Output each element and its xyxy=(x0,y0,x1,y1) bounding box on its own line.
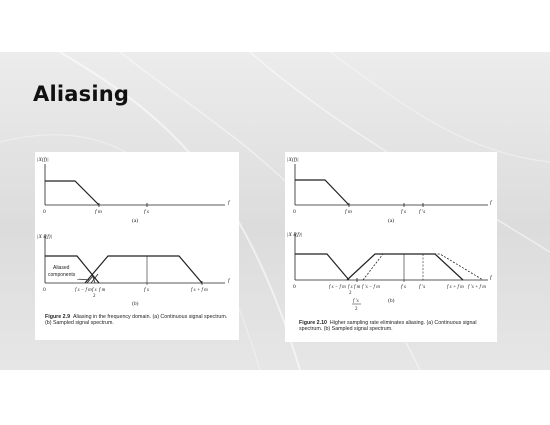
bottom-tick-fm-label: f m xyxy=(354,285,361,290)
bottom-tick-fsp-half-label: f ′s xyxy=(353,299,359,304)
top-axis-f-label: f xyxy=(228,199,231,206)
aliased-annotation: Aliased components xyxy=(47,263,79,279)
bottom-tick-origin-label: 0 xyxy=(293,284,296,290)
aliased-arrow xyxy=(76,278,91,281)
figure-left-diagram: |X(f)| 0 f m f s f (a) |X s(f)| Ali xyxy=(37,156,231,307)
figure-right-diagram: |X(f)| 0 f m f s f ′s f (a) |X s(f)| 0 f… xyxy=(287,156,493,312)
top-tick-fm-label: f m xyxy=(95,208,102,215)
bottom-shifted-spectrum xyxy=(84,255,203,284)
bottom-shifted-spectrum-fs-prime xyxy=(362,253,484,281)
figure-caption: Figure 2.10 Higher sampling rate elimina… xyxy=(299,320,493,332)
bottom-baseband-spectrum xyxy=(45,255,100,284)
figure-caption-label: Figure 2.9 xyxy=(45,314,71,320)
bottom-sublabel: (b) xyxy=(388,297,395,304)
top-tick-fs-prime-label: f ′s xyxy=(419,208,425,215)
top-ylabel: |X(f)| xyxy=(287,156,299,163)
bottom-tick-fm-label: f m xyxy=(99,288,106,293)
bottom-axis-f-label: f xyxy=(490,274,493,281)
aliased-hatch-1 xyxy=(86,275,94,284)
top-spectrum xyxy=(45,180,100,206)
bottom-tick-fs-plus-fm-label: f s + f m xyxy=(191,288,208,293)
bottom-tick-fs-prime-label: f ′s xyxy=(419,283,425,290)
bottom-ylabel: |X s(f)| xyxy=(37,233,52,240)
top-tick-fs-label: f s xyxy=(144,208,149,215)
bottom-ylabel: |X s(f)| xyxy=(287,231,302,238)
aliased-hatch-3 xyxy=(91,273,96,284)
bottom-tick-fsp-plus-fm-label: f ′s + f m xyxy=(468,285,486,290)
bottom-tick-fsp-half-den: 2 xyxy=(355,307,358,312)
top-spectrum xyxy=(295,179,350,206)
slide-title: Aliasing xyxy=(33,82,130,106)
bottom-baseband-spectrum xyxy=(295,253,350,281)
bottom-tick-fs-label: f s xyxy=(144,286,149,293)
top-tick-origin-label: 0 xyxy=(43,209,46,215)
figure-caption: Figure 2.9 Aliasing in the frequency dom… xyxy=(45,314,235,326)
top-plot xyxy=(44,164,225,207)
top-plot xyxy=(294,164,488,207)
bottom-tick-fs-label: f s xyxy=(401,283,406,290)
figure-caption-text: Aliasing in the frequency domain. (a) Co… xyxy=(45,314,228,327)
bottom-tick-fs-half-den: 2 xyxy=(93,294,96,299)
top-sublabel: (a) xyxy=(132,217,138,224)
bottom-tick-fs-plus-fm-label: f s + f m xyxy=(447,285,464,290)
bottom-tick-fs-half-den: 2 xyxy=(349,291,352,296)
figure-caption-label: Figure 2.10 xyxy=(299,320,327,326)
top-tick-fs-label: f s xyxy=(401,208,406,215)
bottom-tick-origin-label: 0 xyxy=(43,287,46,293)
bottom-plot xyxy=(294,232,488,282)
figure-caption-text: Higher sampling rate eliminates aliasing… xyxy=(299,320,477,333)
top-tick-fm-label: f m xyxy=(345,208,352,215)
top-ylabel: |X(f)| xyxy=(37,156,49,163)
bottom-tick-fsp-minus-fm-label: f ′s − f m xyxy=(362,285,380,290)
top-sublabel: (a) xyxy=(388,217,394,224)
bottom-sublabel: (b) xyxy=(132,300,139,307)
bottom-shifted-spectrum-fs xyxy=(346,253,464,281)
bottom-tick-fs-half-label: f s xyxy=(92,288,97,293)
aliased-label-line1: Aliased xyxy=(53,265,70,271)
bottom-plot xyxy=(44,234,225,285)
bottom-tick-fs-half-label: f s xyxy=(348,285,353,290)
bottom-tick-fs-minus-fm-label: f s − f m xyxy=(75,288,92,293)
figure-higher-sampling: |X(f)| 0 f m f s f ′s f (a) |X s(f)| 0 f… xyxy=(285,152,497,342)
aliased-hatch-2 xyxy=(90,273,99,284)
bottom-axis-f-label: f xyxy=(228,277,231,284)
top-tick-origin-label: 0 xyxy=(293,209,296,215)
aliased-label-line2: components xyxy=(48,272,76,278)
top-axis-f-label: f xyxy=(490,199,493,206)
figure-aliasing: |X(f)| 0 f m f s f (a) |X s(f)| Ali xyxy=(35,152,239,340)
bottom-tick-fs-minus-fm-label: f s − f m xyxy=(329,285,346,290)
